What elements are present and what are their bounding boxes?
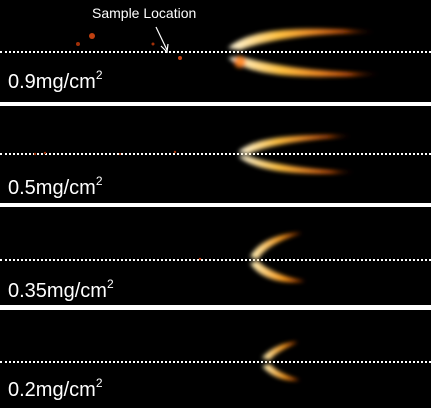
sample-line bbox=[0, 51, 431, 53]
panel-0.9: Sample Location 0.9mg/cm2 bbox=[0, 0, 431, 102]
sample-line bbox=[0, 153, 431, 155]
panel-label: 0.35mg/cm2 bbox=[8, 277, 114, 302]
flame-image bbox=[33, 135, 355, 174]
flame-image bbox=[76, 26, 380, 77]
sample-line bbox=[0, 361, 431, 363]
panel-0.2: 0.2mg/cm2 bbox=[0, 310, 431, 408]
panel-label: 0.2mg/cm2 bbox=[8, 376, 103, 401]
sample-location-annotation: Sample Location bbox=[92, 5, 197, 21]
panel-label: 0.5mg/cm2 bbox=[8, 174, 103, 199]
panel-0.5: 0.5mg/cm2 bbox=[0, 106, 431, 203]
sample-line bbox=[0, 259, 431, 261]
panel-label: 0.9mg/cm2 bbox=[8, 68, 103, 93]
panel-0.35: 0.35mg/cm2 bbox=[0, 207, 431, 305]
flame-image bbox=[262, 342, 300, 381]
flame-image bbox=[198, 233, 305, 283]
